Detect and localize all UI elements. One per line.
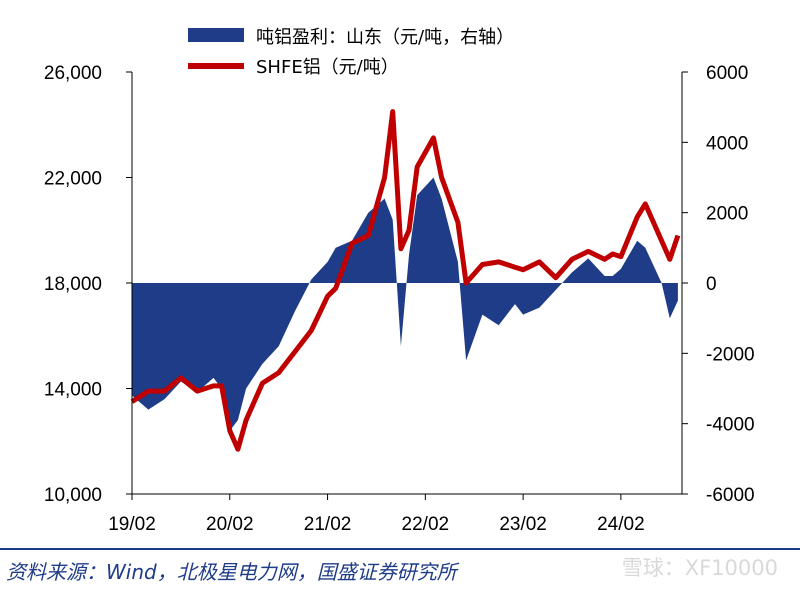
y-left-tick-label: 10,000	[44, 485, 102, 506]
profit-area-series	[131, 177, 679, 431]
source-note: 资料来源：Wind，北极星电力网，国盛证券研究所	[6, 560, 457, 584]
x-tick-label: 22/02	[402, 514, 450, 535]
y-right-tick-label: -4000	[706, 415, 755, 436]
y-right-tick-label: 2000	[706, 204, 748, 225]
price-line-series	[130, 109, 681, 452]
y-left-tick-label: 14,000	[44, 380, 102, 401]
legend-swatch-price	[188, 63, 244, 69]
y-right-tick-label: 0	[706, 274, 717, 295]
legend-label-profit: 吨铝盈利：山东（元/吨，右轴）	[256, 27, 514, 48]
x-tick-label: 20/02	[206, 514, 254, 535]
chart: 26,000 22,000 18,000 14,000 10,000 6000 4000 20…	[44, 27, 755, 535]
y-right-tick-label: 6000	[706, 63, 748, 84]
legend-label-price: SHFE铝（元/吨）	[256, 57, 399, 78]
axes	[126, 71, 688, 500]
legend: 吨铝盈利：山东（元/吨，右轴） SHFE铝（元/吨）	[188, 27, 514, 78]
x-tick-label: 23/02	[499, 514, 547, 535]
y-left-tick-label: 18,000	[44, 274, 102, 295]
y-right-tick-label: -2000	[706, 344, 755, 365]
profit-area	[132, 177, 678, 431]
legend-swatch-profit	[188, 28, 244, 42]
y-left-tick-label: 26,000	[44, 63, 102, 84]
watermark: 雪球：XF10000	[621, 556, 778, 580]
tick-labels: 26,000 22,000 18,000 14,000 10,000 6000 4000 20…	[44, 63, 755, 535]
x-tick-label: 24/02	[597, 514, 645, 535]
y-right-tick-label: -6000	[706, 485, 755, 506]
x-tick-label: 21/02	[304, 514, 352, 535]
y-left-tick-label: 22,000	[44, 169, 102, 190]
x-tick-label: 19/02	[108, 514, 156, 535]
source-divider	[0, 548, 800, 550]
y-right-tick-label: 4000	[706, 133, 748, 154]
